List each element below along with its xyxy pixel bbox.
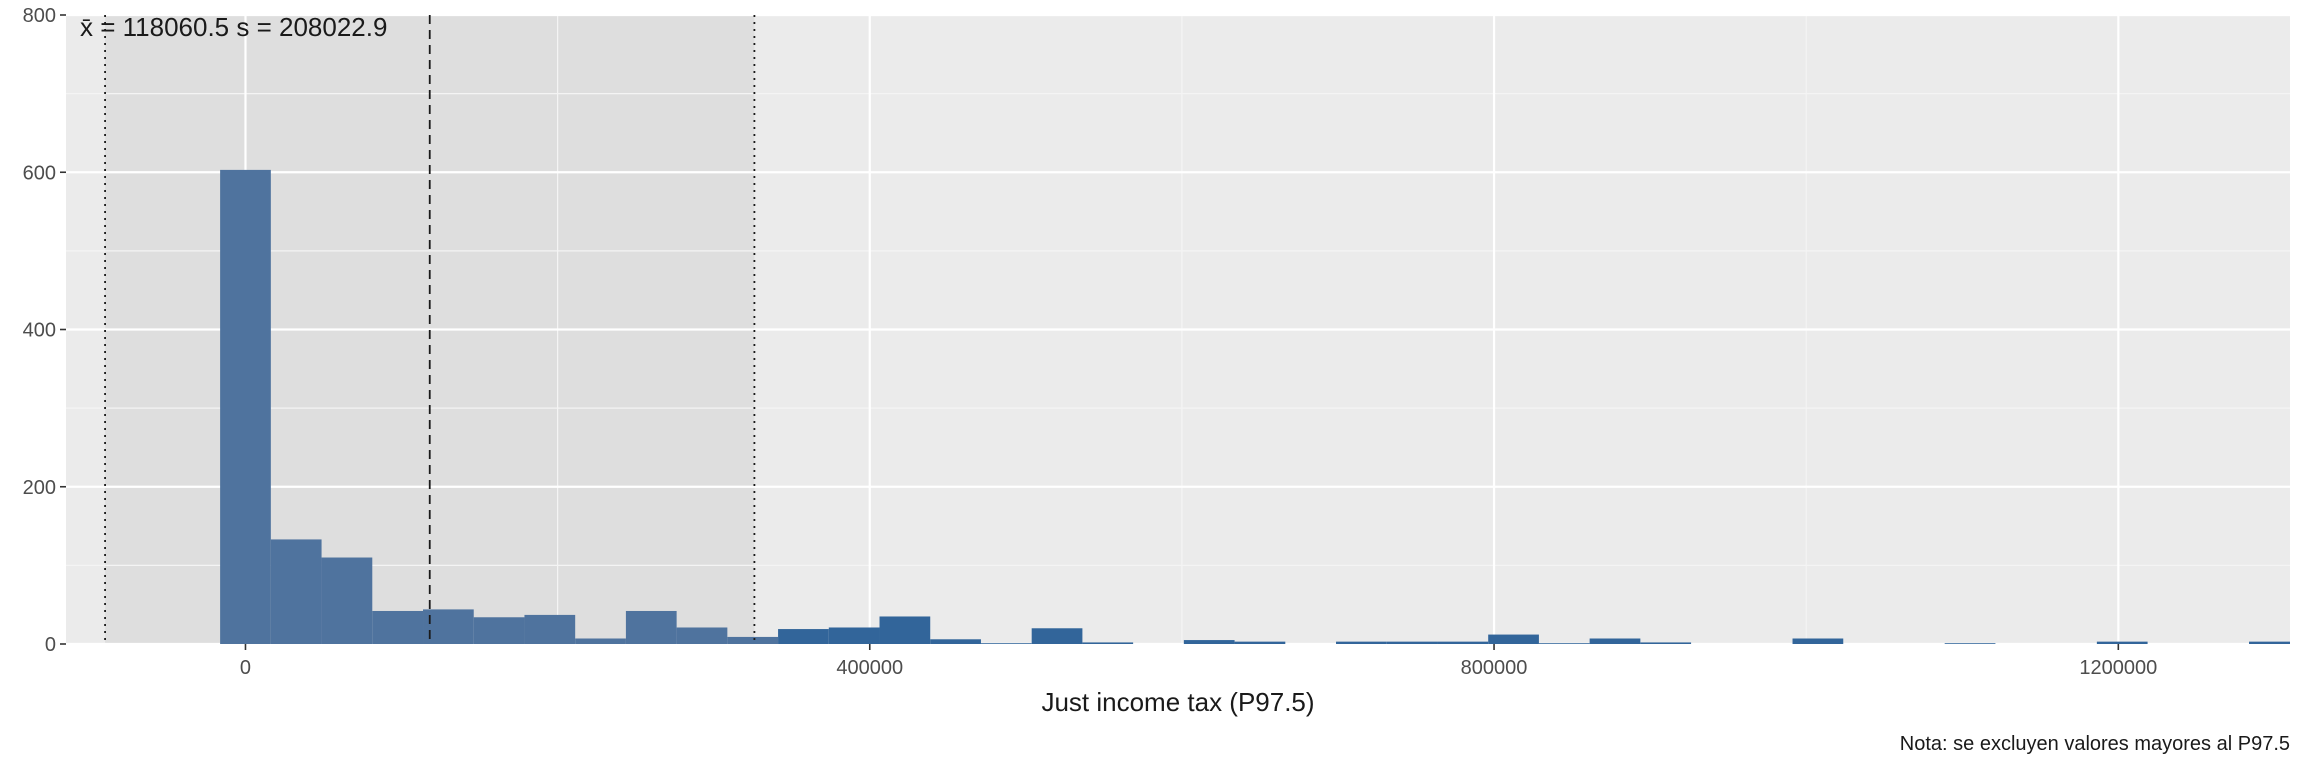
y-tick-label: 0 bbox=[45, 634, 56, 656]
histogram-bar bbox=[727, 636, 779, 644]
histogram-bar bbox=[1031, 628, 1083, 644]
histogram-bar bbox=[879, 616, 931, 644]
y-axis: 0 200 400 600 800 bbox=[23, 5, 66, 656]
histogram-bar bbox=[1437, 641, 1489, 644]
x-axis: 0 400000 800000 1200000 bbox=[240, 644, 2157, 679]
histogram-bar bbox=[524, 614, 576, 644]
histogram-bar bbox=[575, 638, 626, 644]
histogram-bar bbox=[778, 629, 829, 644]
histogram-bars bbox=[220, 169, 2290, 645]
chart-caption: Nota: se excluyen valores mayores al P97… bbox=[1900, 733, 2290, 755]
y-tick-label: 800 bbox=[23, 5, 56, 27]
mean-sd-annotation: x̄ = 118060.5 s = 208022.9 bbox=[80, 12, 387, 42]
histogram-bar bbox=[321, 557, 373, 644]
histogram-bar bbox=[1538, 643, 1590, 644]
x-tick-label: 400000 bbox=[836, 657, 903, 679]
histogram-bar bbox=[625, 610, 677, 644]
histogram-bar bbox=[270, 539, 322, 644]
histogram-bar bbox=[1082, 642, 1134, 644]
x-tick-label: 0 bbox=[240, 657, 251, 679]
y-tick-label: 200 bbox=[23, 477, 56, 499]
histogram-bar bbox=[2249, 641, 2290, 644]
histogram-bar bbox=[423, 609, 474, 644]
histogram-bar bbox=[1589, 638, 1641, 644]
histogram-bar bbox=[2096, 641, 2148, 644]
histogram-bar bbox=[1386, 641, 1438, 644]
histogram-bar bbox=[220, 169, 271, 645]
x-tick-label: 1200000 bbox=[2079, 657, 2157, 679]
histogram-bar bbox=[1183, 640, 1235, 644]
histogram-bar bbox=[828, 627, 880, 644]
x-axis-title: Just income tax (P97.5) bbox=[1041, 687, 1314, 717]
histogram-bar bbox=[1640, 642, 1692, 644]
x-tick-label: 800000 bbox=[1461, 657, 1528, 679]
histogram-bar bbox=[473, 617, 525, 644]
histogram-bar bbox=[980, 643, 1032, 644]
histogram-bar bbox=[1488, 634, 1539, 644]
histogram-bar bbox=[676, 627, 728, 644]
histogram-bar bbox=[372, 610, 424, 644]
y-tick-label: 600 bbox=[23, 162, 56, 184]
histogram-bar bbox=[1336, 641, 1387, 644]
histogram-bar bbox=[1944, 643, 1996, 644]
histogram-bar bbox=[1234, 641, 1286, 644]
histogram-bar bbox=[930, 639, 981, 644]
y-tick-label: 400 bbox=[23, 320, 56, 342]
histogram-bar bbox=[1792, 638, 1844, 644]
